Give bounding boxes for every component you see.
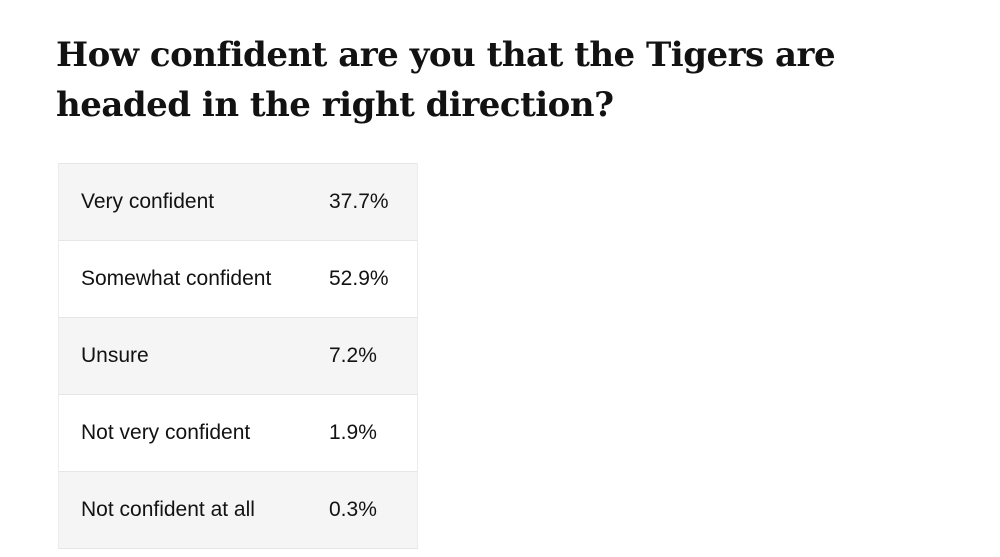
response-percentage: 7.2%: [329, 317, 418, 395]
table-row: Unsure 7.2%: [58, 317, 418, 395]
table-row: Not very confident 1.9%: [58, 394, 418, 472]
poll-results-table: Very confident 37.7% Somewhat confident …: [58, 163, 418, 549]
response-percentage: 52.9%: [329, 240, 418, 318]
table-row: Very confident 37.7%: [58, 163, 418, 241]
response-percentage: 1.9%: [329, 394, 418, 472]
response-label: Not confident at all: [58, 471, 329, 549]
chart-title: How confident are you that the Tigers ar…: [56, 35, 836, 125]
table-row: Not confident at all 0.3%: [58, 471, 418, 549]
response-percentage: 37.7%: [329, 163, 418, 241]
response-label: Somewhat confident: [58, 240, 329, 318]
response-label: Very confident: [58, 163, 329, 241]
table-row: Somewhat confident 52.9%: [58, 240, 418, 318]
response-percentage: 0.3%: [329, 471, 418, 549]
response-label: Not very confident: [58, 394, 329, 472]
response-label: Unsure: [58, 317, 329, 395]
